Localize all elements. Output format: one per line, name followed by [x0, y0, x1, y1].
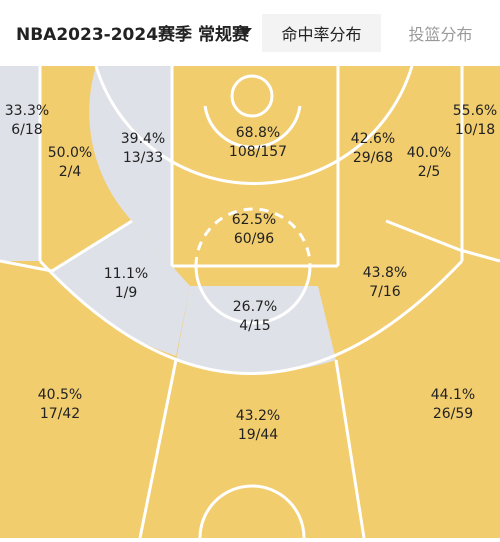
zone-label-top-three[interactable]: 43.2% 19/44 [203, 407, 313, 445]
zone-label-left-elbow-mid[interactable]: 39.4% 13/33 [88, 130, 198, 168]
zone-label-top-long-mid[interactable]: 26.7% 4/15 [200, 298, 310, 336]
shot-chart-court: 33.3% 6/18 50.0% 2/4 39.4% 13/33 68.8% 1… [0, 65, 500, 539]
zone-made-attempted: 2/4 [58, 164, 82, 180]
zone-pct: 68.8% [235, 125, 281, 141]
view-tabs: 命中率分布 投篮分布 [262, 14, 500, 52]
zone-pct: 40.0% [406, 145, 452, 161]
tab-shot-distribution[interactable]: 投篮分布 [381, 14, 500, 52]
zone-label-right-wing-three[interactable]: 44.1% 26/59 [398, 386, 500, 424]
zone-made-attempted: 4/15 [239, 318, 271, 334]
zone-pct: 42.6% [350, 131, 396, 147]
zone-made-attempted: 13/33 [122, 150, 164, 166]
court-lines [0, 65, 500, 539]
tab-shooting-percentage[interactable]: 命中率分布 [262, 14, 381, 52]
zone-left-elbow-mid [89, 66, 172, 266]
zone-made-attempted: 2/5 [417, 164, 441, 180]
zone-left-corner-three [0, 66, 40, 261]
zone-label-left-corner-three[interactable]: 33.3% 6/18 [0, 102, 82, 140]
zone-label-left-wing-long-mid[interactable]: 11.1% 1/9 [71, 265, 181, 303]
zone-made-attempted: 29/68 [352, 150, 394, 166]
header: NBA2023-2024赛季 常规赛 命中率分布 投篮分布 [0, 0, 500, 66]
dropdown-caret-icon[interactable] [240, 28, 252, 35]
zone-made-attempted: 7/16 [369, 284, 401, 300]
zone-label-free-throw-area[interactable]: 62.5% 60/96 [199, 211, 309, 249]
zone-label-right-elbow-mid[interactable]: 42.6% 29/68 [318, 130, 428, 168]
zone-pct: 11.1% [103, 266, 149, 282]
zone-made-attempted: 108/157 [228, 144, 288, 160]
zone-pct: 43.8% [362, 265, 408, 281]
zone-pct: 26.7% [232, 299, 278, 315]
zone-pct: 50.0% [47, 145, 93, 161]
zone-made-attempted: 6/18 [11, 122, 43, 138]
zone-left-wing-long-mid [52, 221, 190, 356]
zone-right-elbow-mid [386, 66, 460, 250]
zone-made-attempted: 17/42 [39, 406, 81, 422]
zone-pct: 44.1% [430, 387, 476, 403]
zone-pct: 33.3% [4, 103, 50, 119]
zone-pct: 43.2% [235, 408, 281, 424]
zone-pct: 40.5% [37, 387, 83, 403]
zone-label-restricted-paint[interactable]: 68.8% 108/157 [203, 124, 313, 162]
zone-made-attempted: 19/44 [237, 427, 279, 443]
court-svg [0, 65, 500, 539]
zone-right-corner-three [462, 66, 500, 261]
zone-label-right-baseline-mid[interactable]: 40.0% 2/5 [374, 144, 484, 182]
zone-label-left-wing-three[interactable]: 40.5% 17/42 [5, 386, 115, 424]
zone-pct: 55.6% [452, 103, 498, 119]
zone-made-attempted: 26/59 [432, 406, 474, 422]
zone-label-right-wing-long-mid[interactable]: 43.8% 7/16 [330, 264, 440, 302]
zone-pct: 39.4% [120, 131, 166, 147]
zone-pct: 62.5% [231, 212, 277, 228]
season-selector[interactable]: NBA2023-2024赛季 常规赛 [16, 25, 249, 45]
zone-label-left-baseline-mid[interactable]: 50.0% 2/4 [15, 144, 125, 182]
zone-label-right-corner-three[interactable]: 55.6% 10/18 [420, 102, 500, 140]
zone-made-attempted: 60/96 [233, 231, 275, 247]
zone-made-attempted: 10/18 [454, 122, 496, 138]
zone-made-attempted: 1/9 [114, 285, 138, 301]
